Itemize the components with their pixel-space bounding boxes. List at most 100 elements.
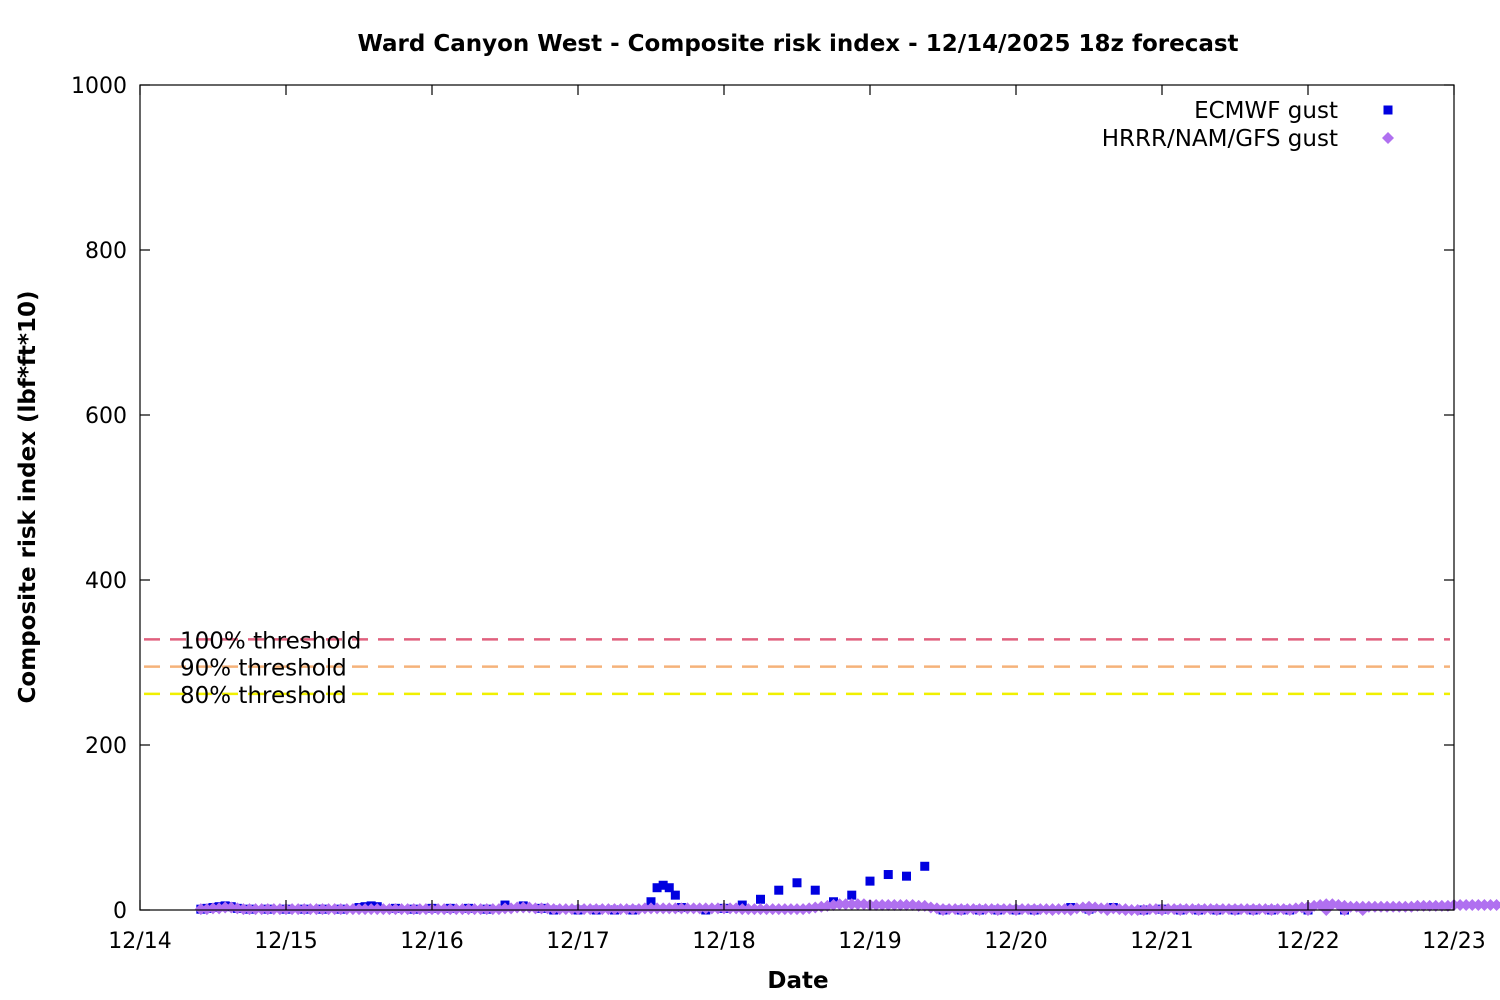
hrrr-point: [645, 902, 657, 915]
hrrr-point: [249, 903, 262, 916]
hrrr-point: [870, 899, 883, 912]
x-tick-label: 12/21: [1130, 929, 1193, 954]
hrrr-point: [535, 902, 548, 915]
hrrr-point: [1186, 903, 1199, 916]
hrrr-point: [1095, 902, 1108, 915]
x-axis-label: Date: [767, 968, 828, 994]
ecmwf-point: [883, 870, 893, 880]
hrrr-point: [334, 903, 347, 916]
hrrr-point: [1052, 903, 1065, 916]
axis-ticks: 12/14 12/15 12/16 12/17 12/18 12/19 12/20 12/21…: [71, 74, 1486, 954]
hrrr-point: [1101, 902, 1114, 915]
hrrr-point: [371, 903, 384, 916]
hrrr-point: [657, 902, 670, 915]
hrrr-point: [486, 903, 499, 916]
hrrr-point: [353, 903, 365, 916]
hrrr-point: [292, 903, 305, 916]
hrrr-point: [705, 902, 718, 915]
hrrr-point: [1168, 903, 1181, 916]
hrrr-point: [1034, 903, 1047, 916]
hrrr-point: [1216, 903, 1229, 916]
hrrr-point: [1423, 899, 1436, 912]
hrrr-point: [273, 903, 286, 916]
hrrr-point: [778, 903, 791, 916]
plot-frame: [139, 84, 1455, 911]
hrrr-point: [286, 903, 299, 916]
hrrr-point: [395, 903, 408, 916]
hrrr-point: [949, 903, 962, 916]
y-tick-label: 0: [113, 899, 127, 924]
hrrr-point: [1253, 903, 1266, 916]
hrrr-point: [1460, 899, 1473, 912]
hrrr-point: [1113, 903, 1126, 916]
hrrr-point: [1149, 903, 1162, 916]
hrrr-point: [1028, 903, 1041, 916]
ecmwf-point: [652, 883, 662, 893]
hrrr-point: [961, 903, 974, 916]
hrrr-point: [316, 903, 329, 916]
hrrr-point: [340, 903, 353, 916]
hrrr-point: [681, 902, 694, 915]
hrrr-point: [626, 903, 639, 916]
hrrr-point: [638, 902, 651, 915]
hrrr-point: [991, 903, 1004, 916]
hrrr-point: [651, 902, 664, 915]
hrrr-point: [298, 903, 311, 916]
hrrr-point: [322, 903, 335, 916]
hrrr-point: [620, 903, 633, 916]
threshold-label: 100% threshold: [180, 628, 361, 654]
x-tick-label: 12/19: [838, 929, 901, 954]
x-tick-label: 12/17: [546, 929, 609, 954]
hrrr-point: [1435, 899, 1448, 912]
hrrr-point: [1180, 903, 1193, 916]
hrrr-point: [997, 903, 1010, 916]
x-tick-label: 12/14: [108, 929, 171, 954]
hrrr-point: [1016, 903, 1029, 916]
hrrr-point: [267, 903, 280, 916]
hrrr-point: [480, 903, 493, 916]
hrrr-point: [1484, 899, 1497, 912]
hrrr-point: [900, 899, 913, 912]
hrrr-point: [243, 903, 256, 916]
hrrr-point: [346, 903, 359, 916]
hrrr-point: [754, 903, 767, 916]
chart-title: Ward Canyon West - Composite risk index …: [357, 31, 1238, 57]
threshold-label: 80% threshold: [180, 683, 347, 709]
hrrr-point: [851, 898, 864, 911]
hrrr-point: [1429, 899, 1442, 912]
ecmwf-point: [646, 897, 656, 907]
hrrr-point: [207, 902, 219, 915]
hrrr-point: [1454, 899, 1467, 912]
ecmwf-point: [670, 890, 680, 900]
hrrr-point: [359, 903, 372, 916]
hrrr-point: [438, 903, 451, 916]
hrrr-point: [401, 903, 414, 916]
hrrr-point: [432, 903, 445, 916]
hrrr-point: [888, 899, 901, 912]
y-tick-label: 1000: [71, 74, 127, 99]
hrrr-point: [1143, 903, 1156, 916]
hrrr-point: [1478, 899, 1491, 912]
hrrr-point: [955, 903, 968, 916]
hrrr-point: [462, 903, 475, 916]
hrrr-point: [377, 903, 390, 916]
hrrr-point: [419, 903, 432, 916]
hrrr-point: [468, 903, 481, 916]
hrrr-point: [456, 903, 469, 916]
hrrr-point: [1265, 903, 1278, 916]
hrrr-point: [1162, 903, 1175, 916]
hrrr-point: [1040, 903, 1053, 916]
hrrr-point: [937, 903, 949, 916]
hrrr-point: [943, 903, 956, 916]
hrrr-point: [663, 902, 676, 915]
ecmwf-point: [810, 885, 820, 895]
ecmwf-point: [658, 880, 668, 890]
hrrr-point: [1229, 903, 1241, 916]
hrrr-point: [985, 903, 998, 916]
hrrr-point: [237, 903, 250, 916]
hrrr-point: [529, 902, 542, 915]
hrrr-point: [608, 903, 621, 916]
data-points: [194, 861, 1500, 916]
hrrr-point: [967, 903, 980, 916]
